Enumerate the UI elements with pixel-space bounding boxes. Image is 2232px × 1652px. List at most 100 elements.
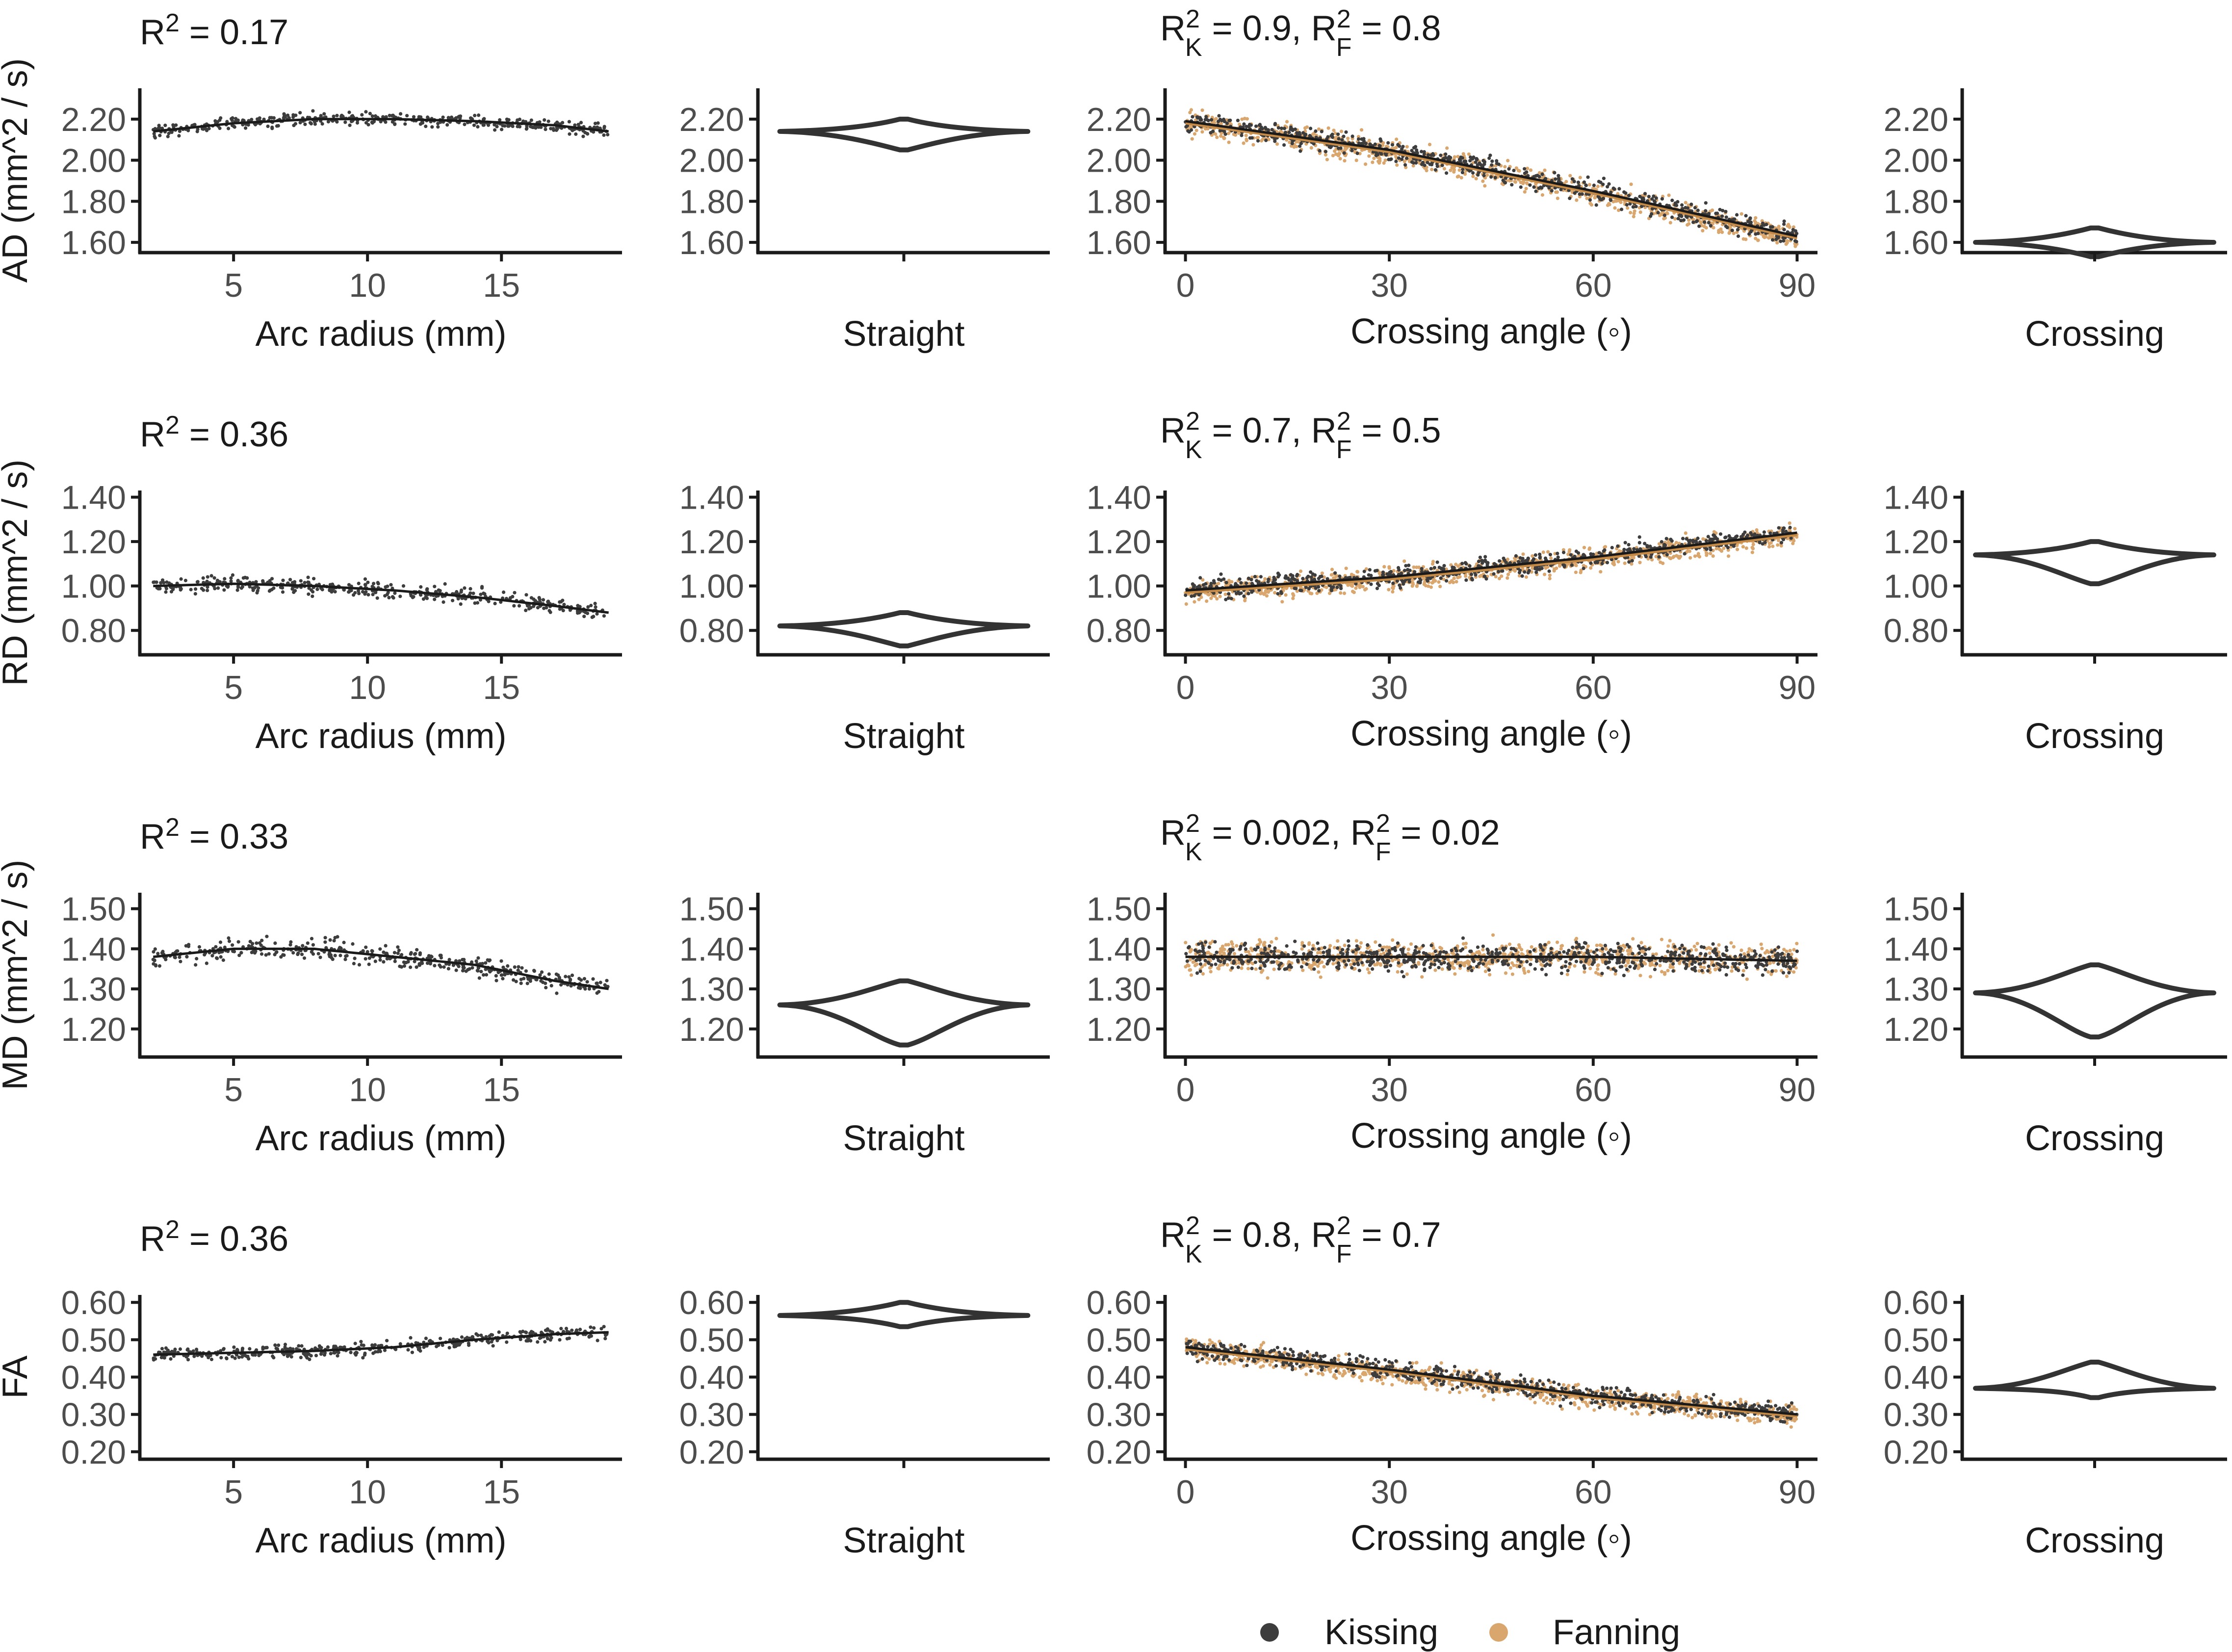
data-point	[158, 133, 162, 137]
kissing-point	[1623, 541, 1627, 544]
x-axis-label: Straight	[843, 1119, 964, 1158]
data-point	[593, 601, 597, 605]
kissing-point	[1683, 552, 1687, 556]
fanning-point	[1411, 582, 1415, 586]
kissing-point	[1538, 185, 1543, 189]
kissing-point	[1519, 185, 1523, 189]
fanning-point	[1660, 937, 1663, 941]
data-point	[300, 953, 304, 956]
data-point	[268, 579, 272, 583]
fanning-point	[1251, 143, 1255, 147]
data-point	[463, 123, 467, 127]
x-tick-label: 30	[1371, 267, 1408, 304]
data-point	[251, 950, 255, 954]
fanning-point	[1266, 976, 1270, 980]
data-point	[384, 585, 388, 589]
fanning-point	[1481, 179, 1485, 183]
data-point	[459, 602, 463, 606]
x-tick-label: 90	[1779, 1071, 1816, 1109]
kissing-point	[1709, 548, 1713, 552]
fanning-point	[1438, 585, 1442, 589]
kissing-point	[1514, 554, 1518, 558]
kissing-point	[1264, 138, 1268, 142]
data-point	[205, 579, 209, 583]
kissing-point	[1689, 203, 1693, 206]
fanning-point	[1750, 550, 1754, 554]
data-point	[357, 581, 361, 586]
data-point	[244, 126, 248, 130]
data-point	[299, 579, 303, 583]
kissing-point	[1532, 557, 1536, 561]
kissing-point	[1660, 197, 1664, 201]
y-tick-label: 1.80	[61, 183, 126, 220]
kissing-point	[1362, 139, 1366, 143]
kissing-point	[1184, 593, 1188, 597]
kissing-point	[1493, 176, 1497, 180]
kissing-point	[1523, 167, 1527, 171]
y-tick-label: 0.80	[679, 612, 744, 649]
kissing-point	[1375, 568, 1379, 572]
r2-prefix: R	[140, 13, 165, 52]
kissing-point	[1582, 180, 1586, 184]
kissing-point	[1308, 134, 1312, 138]
y-tick-label: 1.20	[61, 1011, 126, 1048]
data-point	[254, 580, 258, 584]
r2-rest: = 0.36	[180, 415, 288, 454]
kissing-point	[1327, 145, 1331, 149]
data-point	[393, 122, 397, 127]
kissing-point	[1350, 134, 1354, 138]
kissing-point	[1320, 129, 1324, 133]
kissing-point	[1538, 555, 1542, 559]
fanning-point	[1437, 580, 1441, 584]
fanning-point	[1695, 942, 1699, 946]
kissing-point	[1712, 537, 1715, 541]
kissing-point	[1391, 581, 1395, 585]
kissing-point	[1576, 551, 1581, 555]
kissing-point	[1528, 183, 1532, 187]
data-point	[503, 973, 507, 977]
kissing-point	[1718, 207, 1722, 211]
fanning-point	[1237, 131, 1241, 135]
data-point	[370, 949, 374, 953]
fanning-point	[1658, 213, 1661, 217]
fanning-point	[1753, 219, 1757, 223]
data-point	[364, 945, 368, 949]
x-tick-label: 15	[483, 267, 520, 304]
data-point	[323, 936, 327, 940]
kissing-point	[1586, 175, 1590, 179]
data-point	[495, 125, 499, 129]
kissing-point	[1765, 223, 1768, 227]
data-point	[473, 113, 477, 118]
data-point	[341, 114, 345, 118]
x-axis-label: Arc radius (mm)	[255, 1119, 506, 1158]
y-tick-label: 2.20	[1087, 101, 1151, 138]
data-point	[291, 113, 295, 117]
data-point	[364, 110, 368, 114]
data-point	[205, 961, 208, 965]
kissing-point	[1420, 567, 1424, 571]
fanning-point	[1406, 947, 1410, 952]
data-point	[586, 132, 590, 136]
kissing-point	[1330, 132, 1334, 136]
kissing-point	[1625, 203, 1629, 207]
panel-r0-c0: 1.601.802.002.20	[61, 88, 622, 261]
fanning-point	[1742, 952, 1746, 956]
data-point	[281, 578, 285, 582]
y-tick-label: 2.00	[679, 142, 744, 180]
data-point	[298, 111, 302, 115]
data-point	[446, 967, 451, 971]
kissing-point	[1774, 237, 1778, 241]
data-point	[196, 127, 200, 131]
fanning-point	[1588, 202, 1592, 206]
kissing-point	[1641, 196, 1645, 200]
fanning-point	[1720, 230, 1724, 234]
kissing-point	[1749, 531, 1753, 535]
y-tick-label: 1.50	[61, 891, 126, 928]
data-point	[273, 941, 277, 945]
data-point	[421, 597, 426, 601]
fanning-point	[1474, 177, 1478, 181]
kissing-point	[1219, 572, 1223, 576]
data-point	[157, 964, 161, 968]
r2-sup: 2	[165, 813, 180, 842]
kissing-point	[1630, 559, 1634, 563]
